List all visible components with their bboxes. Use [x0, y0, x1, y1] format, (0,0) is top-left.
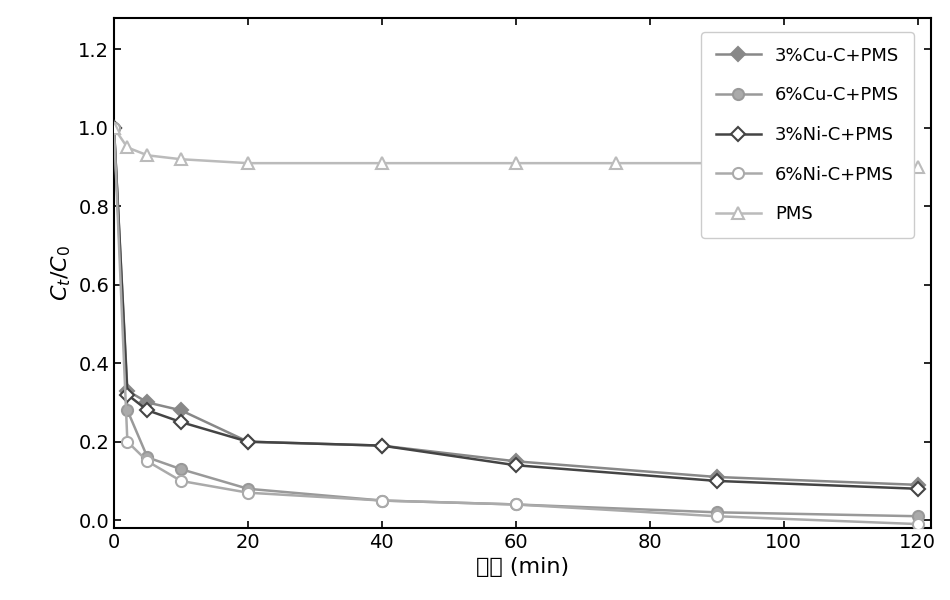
6%Ni-C+PMS	[912, 520, 923, 527]
PMS	[175, 155, 186, 163]
3%Ni-C+PMS	[175, 418, 186, 425]
3%Ni-C+PMS	[108, 124, 120, 131]
6%Ni-C+PMS	[108, 124, 120, 131]
3%Cu-C+PMS	[711, 473, 722, 481]
PMS	[122, 144, 133, 151]
PMS	[510, 160, 522, 167]
6%Ni-C+PMS	[175, 478, 186, 485]
Line: 3%Ni-C+PMS: 3%Ni-C+PMS	[109, 123, 922, 494]
6%Cu-C+PMS	[142, 454, 153, 461]
3%Ni-C+PMS	[142, 407, 153, 414]
6%Cu-C+PMS	[242, 485, 254, 493]
Y-axis label: $C_t$/$C_0$: $C_t$/$C_0$	[49, 245, 72, 301]
3%Ni-C+PMS	[122, 391, 133, 398]
6%Ni-C+PMS	[376, 497, 388, 504]
PMS	[376, 160, 388, 167]
3%Cu-C+PMS	[142, 399, 153, 406]
Line: 6%Cu-C+PMS: 6%Cu-C+PMS	[108, 122, 923, 522]
X-axis label: 时间 (min): 时间 (min)	[476, 557, 569, 577]
6%Cu-C+PMS	[175, 466, 186, 473]
3%Cu-C+PMS	[108, 124, 120, 131]
6%Cu-C+PMS	[122, 407, 133, 414]
3%Cu-C+PMS	[510, 458, 522, 465]
PMS	[242, 160, 254, 167]
6%Cu-C+PMS	[510, 501, 522, 508]
6%Cu-C+PMS	[376, 497, 388, 504]
6%Ni-C+PMS	[510, 501, 522, 508]
6%Ni-C+PMS	[711, 512, 722, 520]
Legend: 3%Cu-C+PMS, 6%Cu-C+PMS, 3%Ni-C+PMS, 6%Ni-C+PMS, PMS: 3%Cu-C+PMS, 6%Cu-C+PMS, 3%Ni-C+PMS, 6%Ni…	[701, 32, 914, 238]
3%Cu-C+PMS	[175, 407, 186, 414]
6%Cu-C+PMS	[108, 124, 120, 131]
Line: PMS: PMS	[107, 122, 923, 173]
PMS	[912, 163, 923, 170]
3%Cu-C+PMS	[242, 438, 254, 445]
PMS	[611, 160, 622, 167]
PMS	[108, 124, 120, 131]
3%Ni-C+PMS	[510, 461, 522, 469]
3%Ni-C+PMS	[912, 485, 923, 493]
3%Cu-C+PMS	[912, 481, 923, 488]
6%Ni-C+PMS	[122, 438, 133, 445]
6%Cu-C+PMS	[912, 512, 923, 520]
6%Ni-C+PMS	[242, 489, 254, 496]
3%Ni-C+PMS	[711, 478, 722, 485]
6%Ni-C+PMS	[142, 458, 153, 465]
3%Ni-C+PMS	[242, 438, 254, 445]
PMS	[142, 152, 153, 159]
3%Cu-C+PMS	[376, 442, 388, 449]
3%Cu-C+PMS	[122, 387, 133, 394]
3%Ni-C+PMS	[376, 442, 388, 449]
Line: 6%Ni-C+PMS: 6%Ni-C+PMS	[108, 122, 923, 530]
Line: 3%Cu-C+PMS: 3%Cu-C+PMS	[109, 123, 922, 490]
PMS	[711, 160, 722, 167]
6%Cu-C+PMS	[711, 509, 722, 516]
